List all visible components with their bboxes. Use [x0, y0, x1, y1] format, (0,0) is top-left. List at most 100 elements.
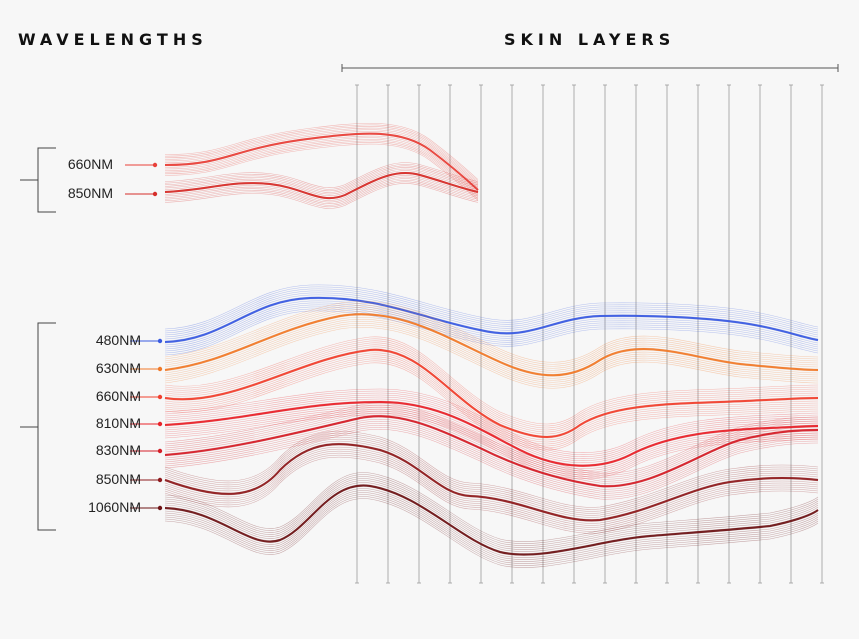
wavelength-label: 630NM — [95, 360, 141, 376]
wavelength-band-850nm — [164, 430, 819, 534]
band-strand — [164, 474, 819, 544]
band-strand — [164, 476, 819, 546]
band-strand — [164, 406, 819, 471]
band-strand — [164, 354, 819, 443]
wavelength-label: 480NM — [95, 332, 141, 348]
band-strand — [164, 140, 479, 198]
wavelength-band-660nm — [164, 122, 479, 201]
group-brackets — [20, 147, 56, 531]
band-main-line — [164, 313, 819, 377]
band-main-line — [164, 348, 819, 438]
band-strand — [164, 398, 819, 463]
wavelength-label: 1060NM — [88, 499, 141, 515]
band-strand — [164, 406, 819, 478]
band-strand — [164, 338, 819, 427]
band-strand — [164, 482, 819, 552]
band-strand — [164, 322, 819, 385]
band-strand — [164, 290, 819, 336]
band-strand — [164, 412, 819, 477]
label-connector-dot — [152, 162, 158, 168]
band-strand — [164, 352, 819, 441]
band-strand — [164, 124, 479, 182]
band-main-line — [164, 132, 479, 191]
band-strand — [164, 498, 819, 568]
band-strand — [164, 404, 819, 469]
wavelength-band-480nm — [164, 284, 819, 356]
band-strand — [164, 310, 819, 356]
wavelength-band-850nm — [164, 162, 479, 209]
band-strand — [164, 284, 819, 330]
band-strand — [164, 390, 819, 455]
band-strand — [164, 496, 819, 566]
band-main-line — [164, 484, 819, 556]
band-strand — [164, 438, 819, 516]
wavelengths-heading: WAVELENGTHS — [18, 30, 208, 49]
band-strand — [164, 168, 479, 195]
band-strand — [164, 358, 819, 447]
band-strand — [164, 320, 819, 383]
skin-layers-heading: SKIN LAYERS — [504, 30, 676, 49]
band-strand — [164, 432, 819, 510]
band-strand — [164, 478, 819, 548]
band-strand — [164, 434, 819, 512]
wavelength-label: 810NM — [95, 415, 141, 431]
band-strand — [164, 142, 479, 200]
band-main-line — [164, 171, 479, 200]
wavelength-band-830nm — [164, 402, 819, 500]
band-strand — [164, 412, 819, 484]
band-strand — [164, 452, 819, 530]
band-strand — [164, 135, 479, 193]
band-strand — [164, 454, 819, 532]
band-strand — [164, 324, 819, 387]
band-strand — [164, 456, 819, 534]
band-strand — [164, 488, 819, 558]
band-strand — [164, 126, 479, 184]
label-connector-dot — [157, 338, 163, 344]
band-strand — [164, 316, 819, 379]
wavelength-band-1060nm — [164, 472, 819, 568]
band-strand — [164, 127, 479, 185]
band-strand — [164, 490, 819, 560]
label-connector-dot — [157, 505, 163, 511]
band-strand — [164, 408, 819, 480]
band-strand — [164, 494, 819, 564]
band-strand — [164, 294, 819, 340]
band-strand — [164, 318, 819, 381]
band-strand — [164, 304, 819, 367]
label-connector-dot — [157, 366, 163, 372]
wavelength-band-810nm — [164, 388, 819, 479]
band-strand — [164, 362, 819, 451]
band-strand — [164, 418, 819, 490]
band-strand — [164, 122, 479, 180]
band-strand — [164, 436, 819, 514]
band-strand — [164, 344, 819, 433]
band-strand — [164, 472, 819, 542]
band-strand — [164, 450, 819, 528]
band-strand — [164, 428, 819, 500]
wavelength-bands — [164, 122, 819, 568]
band-strand — [164, 179, 479, 206]
band-strand — [164, 143, 479, 201]
label-connector-dot — [152, 191, 158, 197]
band-strand — [164, 392, 819, 457]
wavelength-label: 660NM — [95, 388, 141, 404]
band-strand — [164, 175, 479, 201]
band-main-line — [164, 415, 819, 488]
band-main-line — [164, 296, 819, 343]
band-strand — [164, 340, 819, 429]
band-strand — [164, 430, 819, 508]
band-main-line — [164, 400, 819, 467]
wavelength-band-660nm — [164, 336, 819, 451]
wavelength-label: 850NM — [95, 471, 141, 487]
band-strand — [164, 167, 479, 193]
band-strand — [164, 310, 819, 373]
band-strand — [164, 346, 819, 435]
band-main-line — [164, 443, 819, 522]
band-strand — [164, 326, 819, 389]
band-strand — [164, 304, 819, 350]
band-strand — [164, 410, 819, 475]
band-strand — [164, 130, 479, 188]
band-strand — [164, 422, 819, 494]
band-strand — [164, 129, 479, 187]
band-strand — [164, 480, 819, 550]
